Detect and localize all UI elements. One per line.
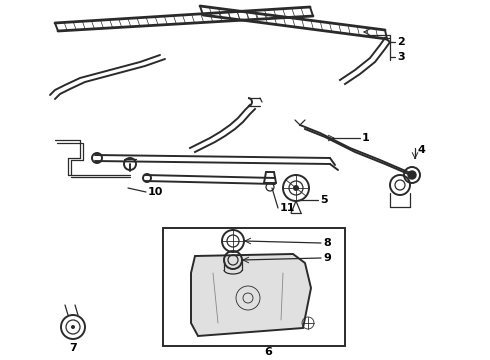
Text: 2: 2 [397, 37, 405, 47]
Text: 1: 1 [362, 133, 370, 143]
Text: 10: 10 [148, 187, 163, 197]
Polygon shape [191, 254, 311, 336]
Text: 9: 9 [323, 253, 331, 263]
Text: 8: 8 [323, 238, 331, 248]
Text: 5: 5 [320, 195, 328, 205]
Circle shape [293, 185, 299, 191]
Bar [163, 228, 345, 346]
Circle shape [71, 325, 75, 329]
Text: 3: 3 [397, 52, 405, 62]
Text: 11: 11 [280, 203, 295, 213]
Circle shape [408, 171, 416, 179]
Text: 7: 7 [69, 343, 77, 353]
Text: 4: 4 [418, 145, 426, 155]
Text: 6: 6 [264, 347, 272, 357]
